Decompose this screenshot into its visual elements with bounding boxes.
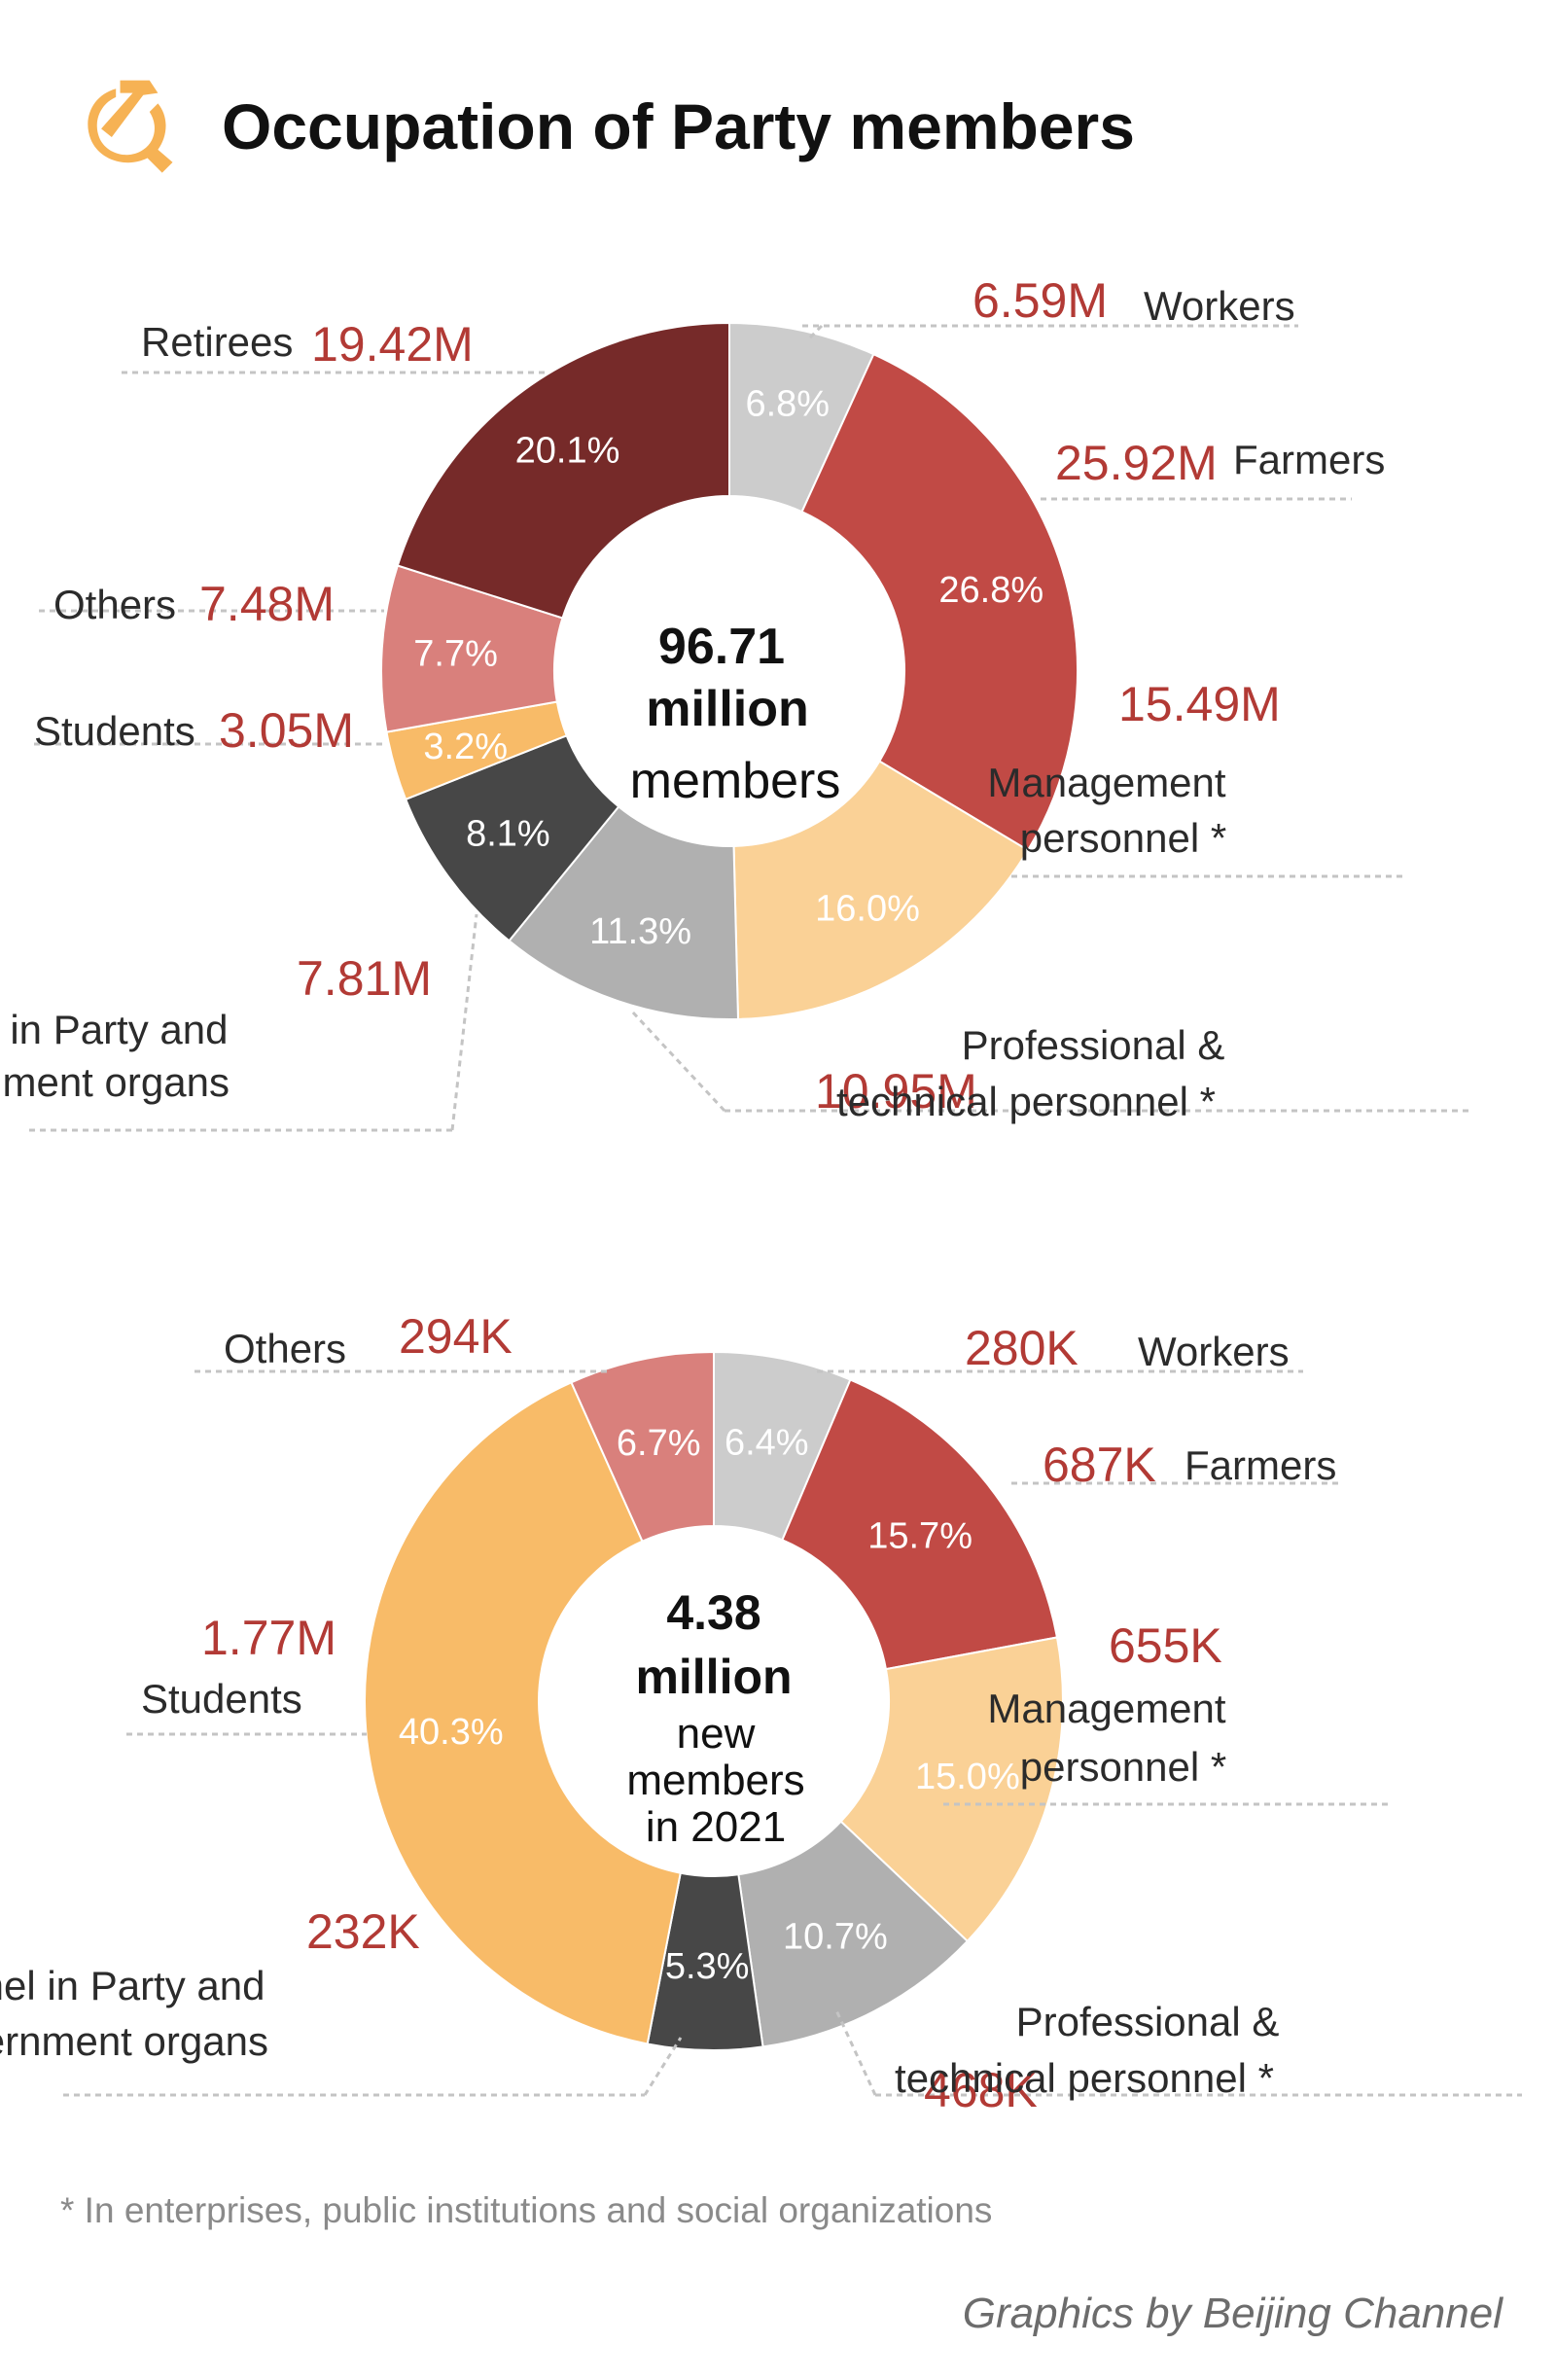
- leader-elbow-party_gov: [450, 913, 478, 1131]
- category-label-party_gov: Personnel in Party and: [0, 1007, 228, 1052]
- category-label-party_gov: government organs: [0, 2018, 268, 2064]
- pct-label-farmers: 15.7%: [867, 1516, 972, 1557]
- pct-label-students: 40.3%: [399, 1712, 504, 1753]
- leader-elbow-party_gov: [643, 2037, 683, 2096]
- center-total-label: members: [626, 1757, 804, 1804]
- value-label-retirees: 19.42M: [311, 317, 474, 372]
- slice-retirees: [396, 321, 730, 620]
- slice-others: [570, 1350, 715, 1544]
- leader-elbow-workers: [805, 324, 824, 342]
- value-label-students: 3.05M: [219, 703, 354, 758]
- value-label-management: 655K: [1109, 1618, 1222, 1673]
- pct-label-workers: 6.8%: [745, 383, 830, 424]
- value-label-workers: 280K: [965, 1321, 1079, 1375]
- category-label-professional: Professional &: [962, 1022, 1225, 1068]
- category-label-students: Students: [141, 1676, 302, 1722]
- value-label-party_gov: 7.81M: [297, 951, 432, 1006]
- value-label-management: 15.49M: [1118, 677, 1281, 731]
- value-label-farmers: 25.92M: [1055, 436, 1218, 490]
- donut-chart-all-members: 6.8% 6.59M Workers 26.8% 25.92M Farmers 16.0% 1…: [0, 282, 1468, 1132]
- hammer-and-sickle-icon: [88, 80, 173, 173]
- pct-label-party_gov: 8.1%: [466, 813, 550, 854]
- pct-label-workers: 6.4%: [725, 1422, 809, 1463]
- pct-label-farmers: 26.8%: [938, 570, 1043, 611]
- category-label-management: personnel *: [1020, 1744, 1226, 1790]
- category-label-others: Others: [224, 1326, 346, 1371]
- leader-elbow-professional: [834, 2009, 877, 2096]
- value-label-others: 7.48M: [199, 577, 335, 631]
- slice-management: [732, 760, 1030, 1020]
- value-label-workers: 6.59M: [972, 282, 1108, 328]
- value-label-others: 294K: [399, 1309, 513, 1364]
- category-label-management: Management: [987, 760, 1225, 805]
- category-label-professional: Professional &: [1016, 1999, 1280, 2044]
- center-total-value: 96.71: [658, 619, 785, 675]
- category-label-professional: technical personnel *: [836, 1079, 1216, 1124]
- center-total-unit: million: [646, 681, 809, 737]
- footnote: * In enterprises, public institutions an…: [60, 2190, 993, 2230]
- leader-elbow-professional: [630, 1010, 726, 1113]
- category-label-professional: technical personnel *: [895, 2055, 1274, 2101]
- center-total-label: in 2021: [646, 1803, 786, 1851]
- pct-label-professional: 10.7%: [783, 1917, 888, 1958]
- donut-chart-new-members: 6.4% 280K Workers 15.7% 687K Farmers 15.0% 655K…: [0, 1309, 1522, 2117]
- pct-label-party_gov: 5.3%: [665, 1946, 750, 1987]
- value-label-students: 1.77M: [201, 1611, 336, 1665]
- slice-professional: [508, 805, 740, 1020]
- center-total-value: 4.38: [666, 1585, 760, 1640]
- slice-management: [839, 1636, 1064, 1943]
- pct-label-others: 6.7%: [617, 1423, 701, 1464]
- slice-professional: [737, 1820, 970, 2048]
- category-label-others: Others: [53, 582, 176, 627]
- category-label-farmers: Farmers: [1233, 437, 1385, 482]
- category-label-management: Management: [987, 1686, 1225, 1731]
- category-label-workers: Workers: [1144, 283, 1295, 329]
- pct-label-management: 16.0%: [815, 889, 920, 930]
- value-label-professional: 468K: [924, 2063, 1038, 2117]
- pct-label-others: 7.7%: [413, 633, 498, 674]
- center-total-label: new: [677, 1710, 756, 1758]
- pct-label-management: 15.0%: [915, 1757, 1020, 1797]
- graphics-credit: Graphics by Beijing Channel: [962, 2290, 1503, 2337]
- category-label-party_gov: government organs: [0, 1059, 230, 1105]
- pct-label-retirees: 20.1%: [515, 430, 620, 471]
- category-label-management: personnel *: [1020, 815, 1226, 861]
- pct-label-professional: 11.3%: [589, 911, 691, 952]
- slice-farmers: [800, 352, 1079, 852]
- category-label-farmers: Farmers: [1185, 1442, 1336, 1488]
- center-total-unit: million: [635, 1650, 792, 1704]
- category-label-workers: Workers: [1138, 1329, 1290, 1374]
- page-title: Occupation of Party members: [222, 90, 1135, 162]
- value-label-party_gov: 232K: [306, 1904, 420, 1959]
- value-label-professional: 10.95M: [815, 1064, 977, 1119]
- value-label-farmers: 687K: [1043, 1438, 1156, 1492]
- slice-farmers: [781, 1378, 1059, 1671]
- category-label-retirees: Retirees: [141, 319, 293, 365]
- slice-students: [364, 1380, 682, 2045]
- category-label-party_gov: Personnel in Party and: [0, 1963, 265, 2008]
- category-label-students: Students: [34, 708, 195, 754]
- pct-label-students: 3.2%: [423, 727, 508, 767]
- center-total-label: members: [630, 753, 841, 809]
